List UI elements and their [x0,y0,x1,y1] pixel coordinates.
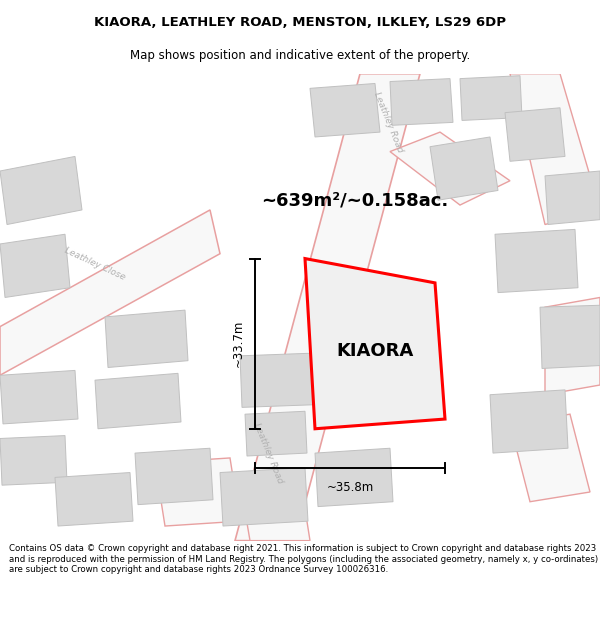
Polygon shape [0,234,70,298]
Text: ~639m²/~0.158ac.: ~639m²/~0.158ac. [262,191,449,209]
Polygon shape [545,298,600,395]
Polygon shape [490,390,568,453]
Polygon shape [55,472,133,526]
Polygon shape [135,448,213,504]
Text: Map shows position and indicative extent of the property.: Map shows position and indicative extent… [130,49,470,62]
Polygon shape [95,373,181,429]
Text: Leathley Road: Leathley Road [372,91,404,154]
Polygon shape [0,436,67,485]
Text: Leathley Close: Leathley Close [63,246,127,281]
Polygon shape [245,411,307,456]
Polygon shape [505,107,565,161]
Polygon shape [390,132,510,205]
Polygon shape [390,79,453,125]
Polygon shape [220,468,308,526]
Polygon shape [310,84,380,137]
Text: Leathley Road: Leathley Road [252,421,284,484]
Text: KIAORA: KIAORA [337,342,413,360]
Polygon shape [545,171,600,224]
Polygon shape [235,74,420,541]
Text: ~33.7m: ~33.7m [232,320,245,368]
Polygon shape [105,310,188,368]
Polygon shape [240,353,322,408]
Polygon shape [495,229,578,292]
Text: ~35.8m: ~35.8m [326,481,374,494]
Polygon shape [305,259,445,429]
Polygon shape [240,478,310,541]
Polygon shape [430,137,498,200]
Polygon shape [460,76,522,121]
Text: KIAORA, LEATHLEY ROAD, MENSTON, ILKLEY, LS29 6DP: KIAORA, LEATHLEY ROAD, MENSTON, ILKLEY, … [94,16,506,29]
Polygon shape [0,156,82,224]
Polygon shape [0,210,220,375]
Text: Contains OS data © Crown copyright and database right 2021. This information is : Contains OS data © Crown copyright and d… [9,544,598,574]
Polygon shape [155,458,240,526]
Polygon shape [510,414,590,502]
Polygon shape [540,305,600,369]
Polygon shape [510,74,600,224]
Polygon shape [0,371,78,424]
Polygon shape [315,448,393,507]
